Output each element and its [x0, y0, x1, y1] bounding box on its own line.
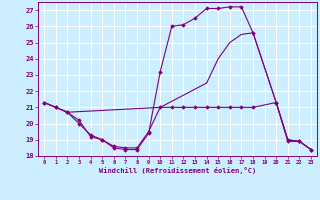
X-axis label: Windchill (Refroidissement éolien,°C): Windchill (Refroidissement éolien,°C) [99, 167, 256, 174]
